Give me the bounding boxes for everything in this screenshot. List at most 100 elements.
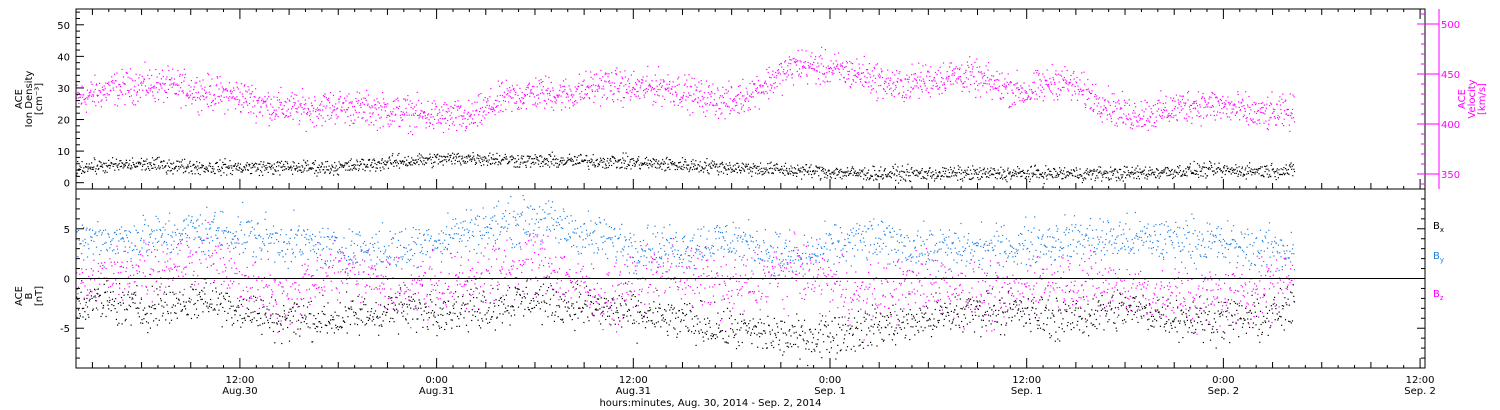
velocity-point (1009, 82, 1011, 84)
density-point (771, 172, 773, 174)
velocity-point (1230, 119, 1232, 121)
density-point (609, 159, 611, 161)
density-point (455, 155, 457, 157)
density-point (180, 166, 182, 168)
velocity-point (822, 65, 825, 67)
velocity-point (306, 113, 308, 115)
density-point (749, 166, 751, 168)
density-point (263, 161, 265, 163)
density-point (1110, 178, 1112, 180)
density-point (1194, 173, 1196, 175)
velocity-point (806, 75, 808, 77)
density-point (393, 160, 396, 162)
velocity-point (690, 86, 692, 88)
velocity-point (124, 83, 126, 85)
velocity-point (500, 109, 502, 112)
density-point (827, 175, 829, 177)
velocity-point (129, 77, 131, 79)
density-point (710, 162, 712, 164)
by-point (197, 219, 199, 221)
density-point (287, 166, 289, 168)
by-point (122, 238, 124, 240)
density-point (756, 167, 758, 169)
density-point (1166, 175, 1168, 177)
velocity-point (754, 83, 756, 85)
velocity-point (353, 105, 356, 108)
velocity-point (457, 100, 459, 102)
density-point (467, 155, 469, 157)
density-point (755, 172, 757, 174)
velocity-point (1110, 118, 1112, 120)
velocity-point (1061, 75, 1063, 77)
density-point (851, 167, 853, 169)
velocity-point (1187, 99, 1189, 101)
velocity-point (280, 86, 282, 89)
density-point (411, 157, 413, 159)
density-point (1020, 170, 1022, 173)
density-point (847, 170, 849, 172)
velocity-point (601, 88, 603, 90)
velocity-point (1163, 108, 1165, 111)
velocity-point (893, 81, 895, 83)
density-point (1213, 170, 1215, 172)
density-point (920, 177, 922, 180)
velocity-point (1220, 99, 1222, 102)
density-point (309, 167, 311, 169)
density-point (211, 171, 213, 173)
velocity-point (330, 92, 332, 94)
density-point (236, 166, 238, 168)
velocity-point (82, 96, 84, 98)
density-point (949, 176, 951, 178)
density-point (397, 154, 399, 156)
density-point (285, 168, 288, 170)
velocity-point (1205, 115, 1207, 117)
density-point (191, 173, 193, 175)
by-point (158, 221, 160, 223)
density-point (1005, 179, 1007, 181)
velocity-point (626, 91, 628, 93)
velocity-point (736, 94, 738, 96)
density-point (954, 174, 957, 176)
velocity-point (1151, 125, 1153, 127)
velocity-point (1083, 71, 1085, 73)
density-point (849, 173, 851, 175)
density-point (359, 161, 361, 163)
density-point (769, 162, 771, 164)
velocity-point (872, 88, 874, 90)
velocity-point (1089, 108, 1091, 110)
velocity-point (407, 95, 409, 97)
velocity-point (128, 89, 130, 92)
density-point (540, 162, 542, 164)
density-point (475, 162, 478, 164)
velocity-point (812, 68, 814, 70)
density-point (171, 168, 173, 170)
velocity-point (483, 99, 485, 101)
density-point (1112, 173, 1114, 175)
velocity-point (722, 97, 724, 99)
density-point (438, 155, 440, 157)
velocity-point (885, 81, 887, 83)
velocity-point (1158, 99, 1160, 101)
velocity-point (419, 112, 422, 115)
density-point (1049, 170, 1051, 172)
velocity-point (1159, 102, 1161, 104)
velocity-point (686, 86, 688, 88)
density-point (1174, 169, 1176, 171)
velocity-point (1225, 103, 1227, 105)
density-point (1123, 165, 1125, 167)
density-point (360, 163, 362, 166)
velocity-point (1028, 85, 1030, 87)
density-point (190, 165, 192, 167)
velocity-point (265, 104, 267, 106)
velocity-point (450, 112, 453, 114)
velocity-point (161, 69, 163, 71)
density-point (941, 175, 943, 177)
velocity-point (516, 108, 519, 110)
velocity-point (278, 107, 280, 109)
density-point (117, 166, 119, 168)
velocity-point (368, 106, 371, 108)
velocity-point (699, 105, 701, 108)
density-point (739, 169, 741, 171)
density-point (1113, 169, 1116, 171)
by-point (117, 252, 119, 254)
